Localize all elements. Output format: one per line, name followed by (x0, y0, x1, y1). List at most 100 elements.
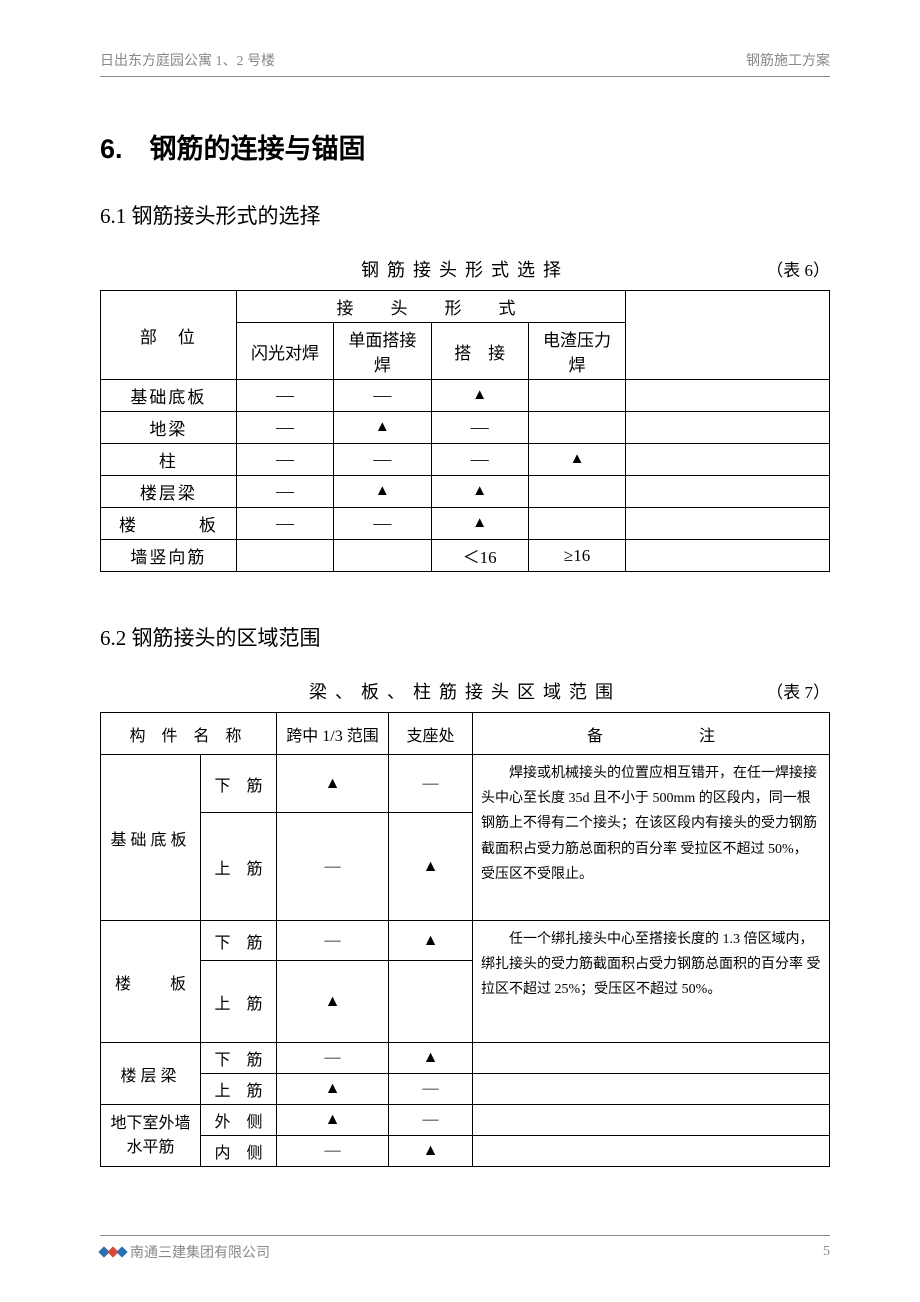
table7-caption: 梁、板、柱筋接头区域范围 (309, 678, 621, 704)
t7-cell: — (389, 755, 473, 813)
t7-h4: 备 注 (473, 713, 830, 755)
t7-cell: — (277, 813, 389, 921)
t7-group-name: 楼 板 (101, 921, 201, 1043)
table6-number: （表 6） (766, 256, 830, 281)
t6-cell: ▲ (431, 380, 528, 412)
t6-head-c3: 搭 接 (431, 323, 528, 380)
table6-caption: 钢筋接头形式选择 (361, 256, 569, 282)
t7-h2: 跨中 1/3 范围 (277, 713, 389, 755)
t7-cell: ▲ (277, 1074, 389, 1105)
t6-cell: ▲ (334, 412, 431, 444)
t7-cell (389, 961, 473, 1043)
t6-cell: ▲ (528, 444, 625, 476)
document-page: 日出东方庭园公寓 1、2 号楼 钢筋施工方案 6. 钢筋的连接与锚固 6.1 钢… (0, 0, 920, 1302)
heading-2-1: 6.1 钢筋接头形式的选择 (100, 200, 830, 230)
t7-group-name: 基础底板 (101, 755, 201, 921)
header-rule (100, 76, 830, 77)
t7-note-empty (473, 1043, 830, 1074)
t6-head-c4: 电渣压力焊 (528, 323, 625, 380)
footer-left: 南通三建集团有限公司 (100, 1242, 270, 1262)
t7-sub-label: 上 筋 (201, 961, 277, 1043)
t7-cell: — (389, 1074, 473, 1105)
t6-cell: — (334, 444, 431, 476)
t7-note: 任一个绑扎接头中心至搭接长度的 1.3 倍区域内，绑扎接头的受力筋截面积占受力钢… (473, 921, 830, 1043)
t6-head-blank (626, 291, 830, 380)
t7-h1: 构 件 名 称 (101, 713, 277, 755)
t7-cell: ▲ (389, 921, 473, 961)
t6-cell: — (334, 380, 431, 412)
header-left: 日出东方庭园公寓 1、2 号楼 (100, 50, 275, 70)
t6-cell-blank (626, 540, 830, 572)
t6-row-label: 楼 板 (101, 508, 237, 540)
heading-1: 6. 钢筋的连接与锚固 (100, 127, 830, 166)
footer-page-number: 5 (823, 1244, 830, 1260)
t6-head-c1: 闪光对焊 (236, 323, 333, 380)
t7-cell: ▲ (389, 1043, 473, 1074)
t6-cell: — (236, 444, 333, 476)
page-header: 日出东方庭园公寓 1、2 号楼 钢筋施工方案 (100, 50, 830, 70)
t7-sub-label: 内 侧 (201, 1136, 277, 1167)
t6-head-c2: 单面搭接焊 (334, 323, 431, 380)
t6-cell: ▲ (334, 476, 431, 508)
company-logo-icon (100, 1248, 126, 1256)
t7-cell: ▲ (389, 1136, 473, 1167)
t6-cell: — (431, 412, 528, 444)
t7-sub-label: 下 筋 (201, 755, 277, 813)
t6-cell-blank (626, 444, 830, 476)
page-footer: 南通三建集团有限公司 5 (100, 1235, 830, 1262)
t6-cell (528, 476, 625, 508)
t6-cell (528, 412, 625, 444)
t6-cell: — (236, 508, 333, 540)
t6-row-label: 柱 (101, 444, 237, 476)
t7-cell: — (277, 921, 389, 961)
table-6: 部 位 接 头 形 式 闪光对焊 单面搭接焊 搭 接 电渣压力焊 基础底板——▲… (100, 290, 830, 572)
table7-caption-row: 梁、板、柱筋接头区域范围 （表 7） (100, 678, 830, 704)
t7-sub-label: 下 筋 (201, 1043, 277, 1074)
t7-note-empty (473, 1136, 830, 1167)
t7-cell: ▲ (277, 961, 389, 1043)
t6-cell (528, 508, 625, 540)
t7-cell: ▲ (389, 813, 473, 921)
t7-sub-label: 外 侧 (201, 1105, 277, 1136)
table7-number: （表 7） (766, 678, 830, 703)
t7-cell: — (277, 1043, 389, 1074)
t6-cell-blank (626, 508, 830, 540)
t6-cell-blank (626, 380, 830, 412)
t7-cell: — (277, 1136, 389, 1167)
t7-group-name: 楼层梁 (101, 1043, 201, 1105)
t6-row-label: 地梁 (101, 412, 237, 444)
t6-row-label: 基础底板 (101, 380, 237, 412)
t7-sub-label: 上 筋 (201, 1074, 277, 1105)
heading-2-2: 6.2 钢筋接头的区域范围 (100, 622, 830, 652)
t6-cell: ▲ (431, 476, 528, 508)
t6-cell: ＜16 (431, 540, 528, 572)
header-right: 钢筋施工方案 (746, 50, 830, 70)
t7-note: 焊接或机械接头的位置应相互错开，在任一焊接接头中心至长度 35d 且不小于 50… (473, 755, 830, 921)
t7-cell: ▲ (277, 755, 389, 813)
t7-sub-label: 下 筋 (201, 921, 277, 961)
table-7: 构 件 名 称 跨中 1/3 范围 支座处 备 注 基础底板下 筋▲—焊接或机械… (100, 712, 830, 1167)
t6-cell (528, 380, 625, 412)
t7-h3: 支座处 (389, 713, 473, 755)
t7-group-name: 地下室外墙水平筋 (101, 1105, 201, 1167)
t6-head-group: 接 头 形 式 (236, 291, 625, 323)
footer-company: 南通三建集团有限公司 (130, 1242, 270, 1262)
t6-cell-blank (626, 476, 830, 508)
t6-head-location: 部 位 (101, 291, 237, 380)
t7-note-empty (473, 1074, 830, 1105)
t6-cell: — (236, 412, 333, 444)
t6-cell: — (334, 508, 431, 540)
t6-row-label: 墙竖向筋 (101, 540, 237, 572)
table6-caption-row: 钢筋接头形式选择 （表 6） (100, 256, 830, 282)
t6-cell-blank (626, 412, 830, 444)
t6-cell (236, 540, 333, 572)
t7-cell: — (389, 1105, 473, 1136)
t7-cell: ▲ (277, 1105, 389, 1136)
t6-cell: — (431, 444, 528, 476)
t6-cell: ≥16 (528, 540, 625, 572)
t6-cell: — (236, 476, 333, 508)
t6-cell: — (236, 380, 333, 412)
t6-cell (334, 540, 431, 572)
t7-note-empty (473, 1105, 830, 1136)
t6-row-label: 楼层梁 (101, 476, 237, 508)
